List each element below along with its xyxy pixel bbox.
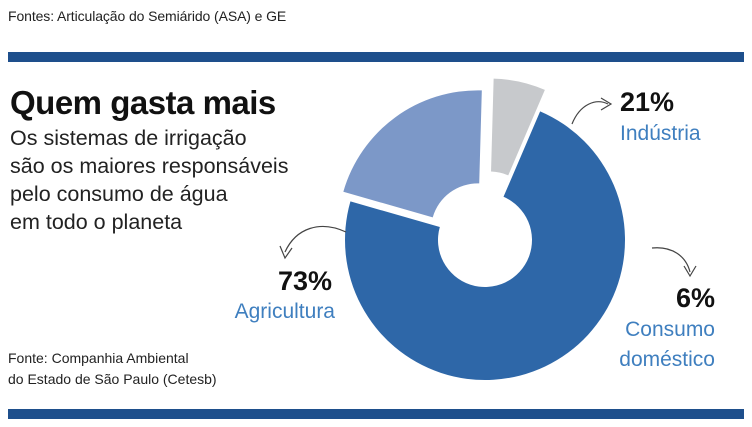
subtitle-line: são os maiores responsáveis <box>10 154 289 178</box>
domestico-arrow <box>651 247 691 273</box>
industria-arrowhead <box>600 97 613 111</box>
agricultura-arrowhead <box>279 245 293 260</box>
donut-slice-domestico <box>491 78 545 176</box>
agricultura-label: Agricultura <box>235 300 336 323</box>
subtitle-line: em todo o planeta <box>10 210 183 234</box>
chart-subtitle: Os sistemas de irrigação são os maiores … <box>10 124 310 236</box>
domestico-label-line-2: doméstico <box>619 348 715 371</box>
subtitle-line: pelo consumo de água <box>10 182 228 206</box>
industria-percent-label: 21% <box>620 87 674 117</box>
top-sources-note: Fontes: Articulação do Semiárido (ASA) e… <box>8 8 287 24</box>
agricultura-percent-label: 73% <box>278 266 332 296</box>
domestico-percent-label: 6% <box>676 283 715 313</box>
top-divider-bar <box>8 52 744 62</box>
industria-arrow <box>571 101 609 125</box>
chart-headline: Quem gasta mais <box>10 84 276 121</box>
source-line: Fonte: Companhia Ambiental <box>8 350 189 366</box>
donut-slices <box>343 78 626 381</box>
industria-label: Indústria <box>620 122 701 145</box>
source-line: do Estado de São Paulo (Cetesb) <box>8 371 217 387</box>
domestico-label-line-1: Consumo <box>625 318 715 341</box>
donut-slice-agricultura <box>344 111 626 381</box>
bottom-source-note: Fonte: Companhia Ambiental do Estado de … <box>8 348 217 390</box>
agricultura-arrow <box>284 225 347 253</box>
domestico-arrowhead <box>683 265 697 278</box>
bottom-divider-bar <box>8 409 744 419</box>
donut-slice-industria <box>343 90 482 218</box>
subtitle-line: Os sistemas de irrigação <box>10 126 247 150</box>
